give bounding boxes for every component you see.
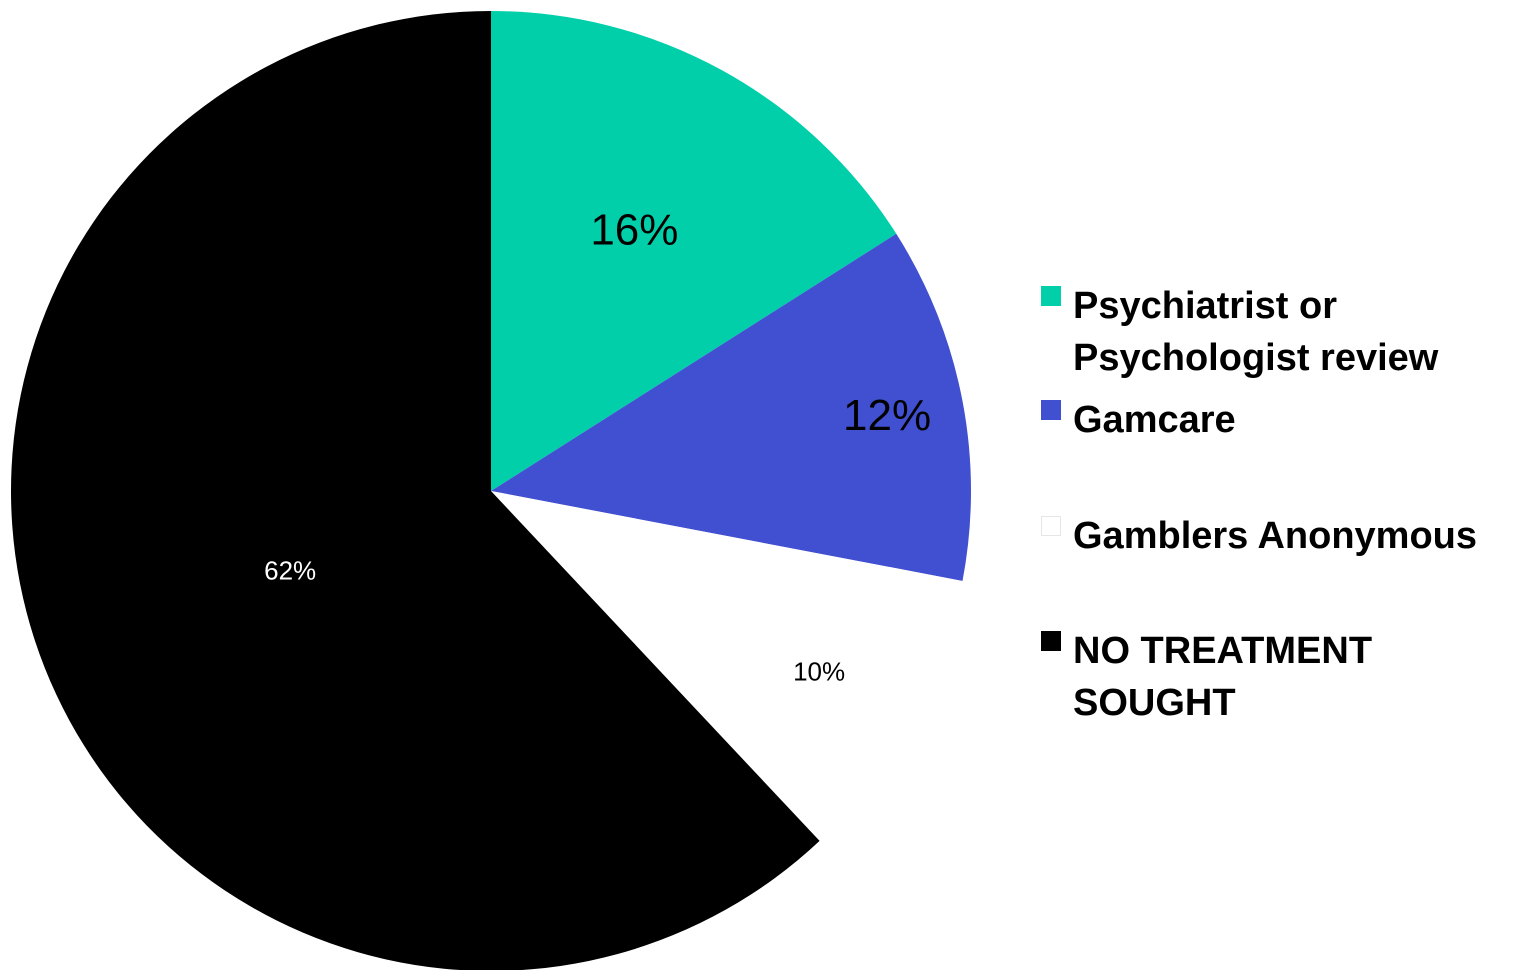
legend-item-no-treatment: NO TREATMENT SOUGHT — [1041, 625, 1372, 729]
pie-slice-3 — [11, 11, 820, 970]
legend-swatch-no-treatment — [1041, 631, 1061, 651]
legend-label-line: SOUGHT — [1073, 682, 1236, 724]
pie-data-label-3: 62% — [264, 556, 316, 586]
legend-label-psychiatrist: Psychiatrist or Psychologist review — [1073, 280, 1438, 384]
legend-label-line: Psychiatrist or — [1073, 285, 1337, 327]
pie-slice-0 — [491, 11, 897, 491]
legend-label-line: Psychologist review — [1073, 337, 1439, 379]
pie-data-label-0: 16% — [590, 206, 678, 255]
legend-swatch-psychiatrist — [1041, 286, 1061, 306]
pie-data-labels: 16% 12% 10% 62% — [264, 206, 931, 687]
legend-label-line: Gamcare — [1073, 399, 1236, 441]
legend-item-gamcare: Gamcare — [1041, 394, 1236, 446]
legend-swatch-gamblers-anonymous — [1041, 516, 1061, 536]
pie-data-label-1: 12% — [843, 391, 931, 440]
legend-label-gamcare: Gamcare — [1073, 394, 1236, 446]
legend-label-no-treatment: NO TREATMENT SOUGHT — [1073, 625, 1372, 729]
legend-label-line: NO TREATMENT — [1073, 630, 1373, 672]
legend-item-psychiatrist: Psychiatrist or Psychologist review — [1041, 280, 1438, 384]
legend-item-gamblers-anonymous: Gamblers Anonymous — [1041, 510, 1477, 562]
legend-label-gamblers-anonymous: Gamblers Anonymous — [1073, 510, 1477, 562]
pie-slice-1 — [491, 233, 971, 581]
legend-swatch-gamcare — [1041, 400, 1061, 420]
pie-slice-2 — [491, 491, 963, 841]
pie-slices — [11, 11, 971, 970]
pie-data-label-2: 10% — [793, 656, 845, 686]
legend-label-line: Gamblers Anonymous — [1073, 515, 1478, 557]
